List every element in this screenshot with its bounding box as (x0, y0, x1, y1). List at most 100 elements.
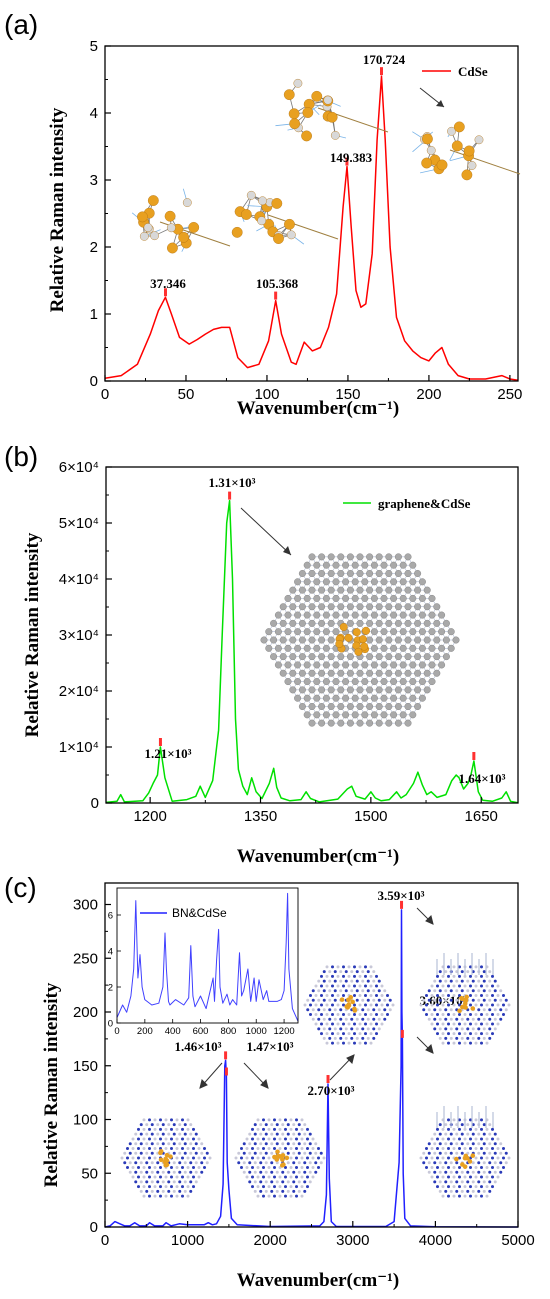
carbon-atom (303, 628, 311, 636)
bn-atom (347, 1041, 351, 1045)
carbon-atom (356, 603, 364, 611)
bn-atom (358, 1032, 362, 1036)
bn-atom (441, 993, 445, 997)
carbon-atom (356, 719, 364, 727)
carbon-atom (428, 594, 436, 602)
cluster-atom (143, 223, 153, 232)
bn-atom (273, 1137, 276, 1141)
bn-atom (192, 1137, 195, 1141)
bn-atom (383, 1017, 387, 1021)
bn-atom (469, 1118, 472, 1122)
bn-atom (447, 993, 450, 997)
bn-atom (203, 1166, 206, 1170)
bn-atom (167, 1132, 171, 1136)
inset-x-tick-label: 400 (165, 1026, 181, 1037)
bn-atom (436, 1032, 439, 1036)
bn-atom (297, 1142, 301, 1146)
bn-atom (339, 1017, 343, 1021)
bn-atom (295, 1137, 298, 1141)
bn-atom (477, 1151, 481, 1155)
bn-atom (474, 1175, 478, 1179)
bn-atom (319, 1161, 323, 1165)
bn-atom (477, 1132, 481, 1136)
bn-atom (128, 1170, 132, 1174)
bn-atom (189, 1123, 193, 1127)
bn-atom (300, 1146, 304, 1150)
panel-c-peak-label: 2.70×10³ (307, 1083, 354, 1098)
carbon-atom (308, 703, 316, 711)
carbon-atom (303, 611, 311, 619)
carbon-atom (442, 619, 450, 627)
carbon-atom (327, 669, 335, 677)
bn-atom (485, 993, 489, 997)
bn-atom (311, 1166, 315, 1170)
bn-atom (253, 1123, 257, 1127)
carbon-atom (394, 703, 402, 711)
carbon-atom (390, 611, 398, 619)
bn-atom (259, 1142, 263, 1146)
bn-atom (314, 1022, 318, 1026)
bn-atom (458, 1185, 461, 1189)
bn-atom (466, 1123, 470, 1127)
bn-atom (377, 1017, 381, 1021)
bn-atom (181, 1166, 184, 1170)
bn-atom (186, 1156, 190, 1160)
bn-atom (441, 984, 445, 988)
bn-atom (275, 1180, 279, 1184)
bn-atom (436, 1146, 439, 1150)
bn-atom (322, 1156, 326, 1160)
carbon-atom (390, 594, 398, 602)
bn-atom (463, 1185, 467, 1189)
bn-atom (493, 1008, 497, 1012)
carbon-atom (351, 661, 359, 669)
bn-atom (436, 974, 439, 978)
panel-b-arrow (240, 507, 292, 556)
bn-atom (469, 1013, 472, 1017)
bn-atom (430, 1137, 434, 1141)
bn-atom (380, 993, 384, 997)
bn-atom (256, 1194, 260, 1198)
bn-atom (142, 1166, 146, 1170)
bn-atom (300, 1118, 304, 1122)
bn-atom (320, 1032, 323, 1036)
bn-atom (452, 974, 456, 978)
bn-atom (159, 1185, 162, 1189)
bn-atom (178, 1151, 182, 1155)
bn-atom (167, 1180, 171, 1184)
bn-atom (469, 1003, 472, 1007)
bn-atom (471, 1017, 475, 1021)
bn-atom (314, 1003, 318, 1007)
bn-atom (253, 1189, 257, 1193)
carbon-atom (332, 578, 340, 586)
carbon-atom (298, 586, 306, 594)
carbon-atom (442, 653, 450, 661)
bn-atom (436, 1156, 439, 1160)
carbon-atom (409, 594, 417, 602)
carbon-atom (390, 578, 398, 586)
bn-atom (148, 1185, 151, 1189)
bn-atom (366, 989, 370, 993)
bn-atom (383, 989, 387, 993)
cluster-atom (283, 89, 295, 101)
bn-atom (325, 1013, 329, 1017)
bn-atom (183, 1132, 187, 1136)
bn-atom (361, 1017, 365, 1021)
bn-atom (245, 1156, 249, 1160)
bn-atom (308, 1132, 312, 1136)
carbon-atom (342, 678, 350, 686)
carbon-atom (414, 703, 422, 711)
bn-atom (485, 1156, 489, 1160)
panel-c-x-tick-label: 4000 (419, 1232, 452, 1249)
carbon-atom (404, 703, 412, 711)
bn-atom (178, 1123, 182, 1127)
carbon-atom (327, 703, 335, 711)
bn-atom (289, 1166, 293, 1170)
bn-atom (488, 1180, 492, 1184)
bn-atom (262, 1175, 265, 1179)
bn-atom (488, 1142, 492, 1146)
cdse-atom (168, 1154, 173, 1159)
bn-atom (139, 1132, 143, 1136)
bn-atom (460, 1132, 464, 1136)
bn-atom (471, 989, 475, 993)
bn-atom (131, 1175, 135, 1179)
